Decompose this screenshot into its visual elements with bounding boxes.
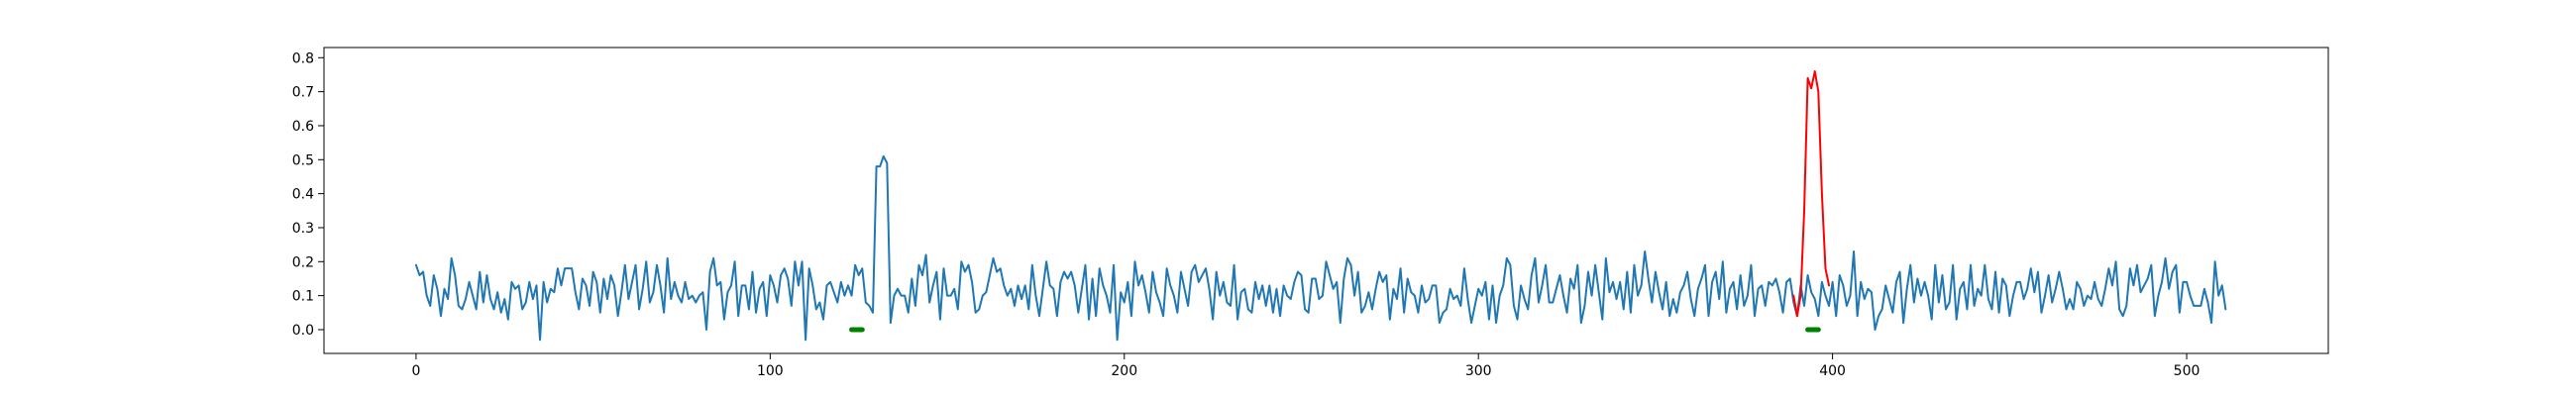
x-tick-label: 300 (1465, 363, 1492, 379)
plot-content (414, 70, 2227, 342)
y-tick-label: 0.7 (292, 85, 314, 101)
series-line-signal (414, 154, 2227, 342)
x-tick-label: 0 (411, 363, 420, 379)
x-tick-label: 100 (757, 363, 784, 379)
series-line-highlighted-anomaly (1792, 70, 1831, 318)
x-tick-label: 500 (2174, 363, 2200, 379)
y-tick-label: 0.0 (292, 323, 314, 339)
x-tick-label: 400 (1819, 363, 1846, 379)
y-tick-label: 0.4 (292, 187, 314, 203)
y-tick-label: 0.5 (292, 152, 314, 168)
axis-ticks: 0 100 200 300 400 500 0.0 0.1 0.2 0.3 0.4 0.5 0.6 0.7… (292, 50, 2200, 379)
y-tick-label: 0.2 (292, 254, 314, 270)
y-tick-label: 0.1 (292, 289, 314, 305)
y-tick-label: 0.3 (292, 221, 314, 237)
plot-frame (323, 47, 2329, 354)
x-tick-label: 200 (1111, 363, 1137, 379)
y-tick-label: 0.8 (292, 50, 314, 66)
y-tick-label: 0.6 (292, 119, 314, 135)
